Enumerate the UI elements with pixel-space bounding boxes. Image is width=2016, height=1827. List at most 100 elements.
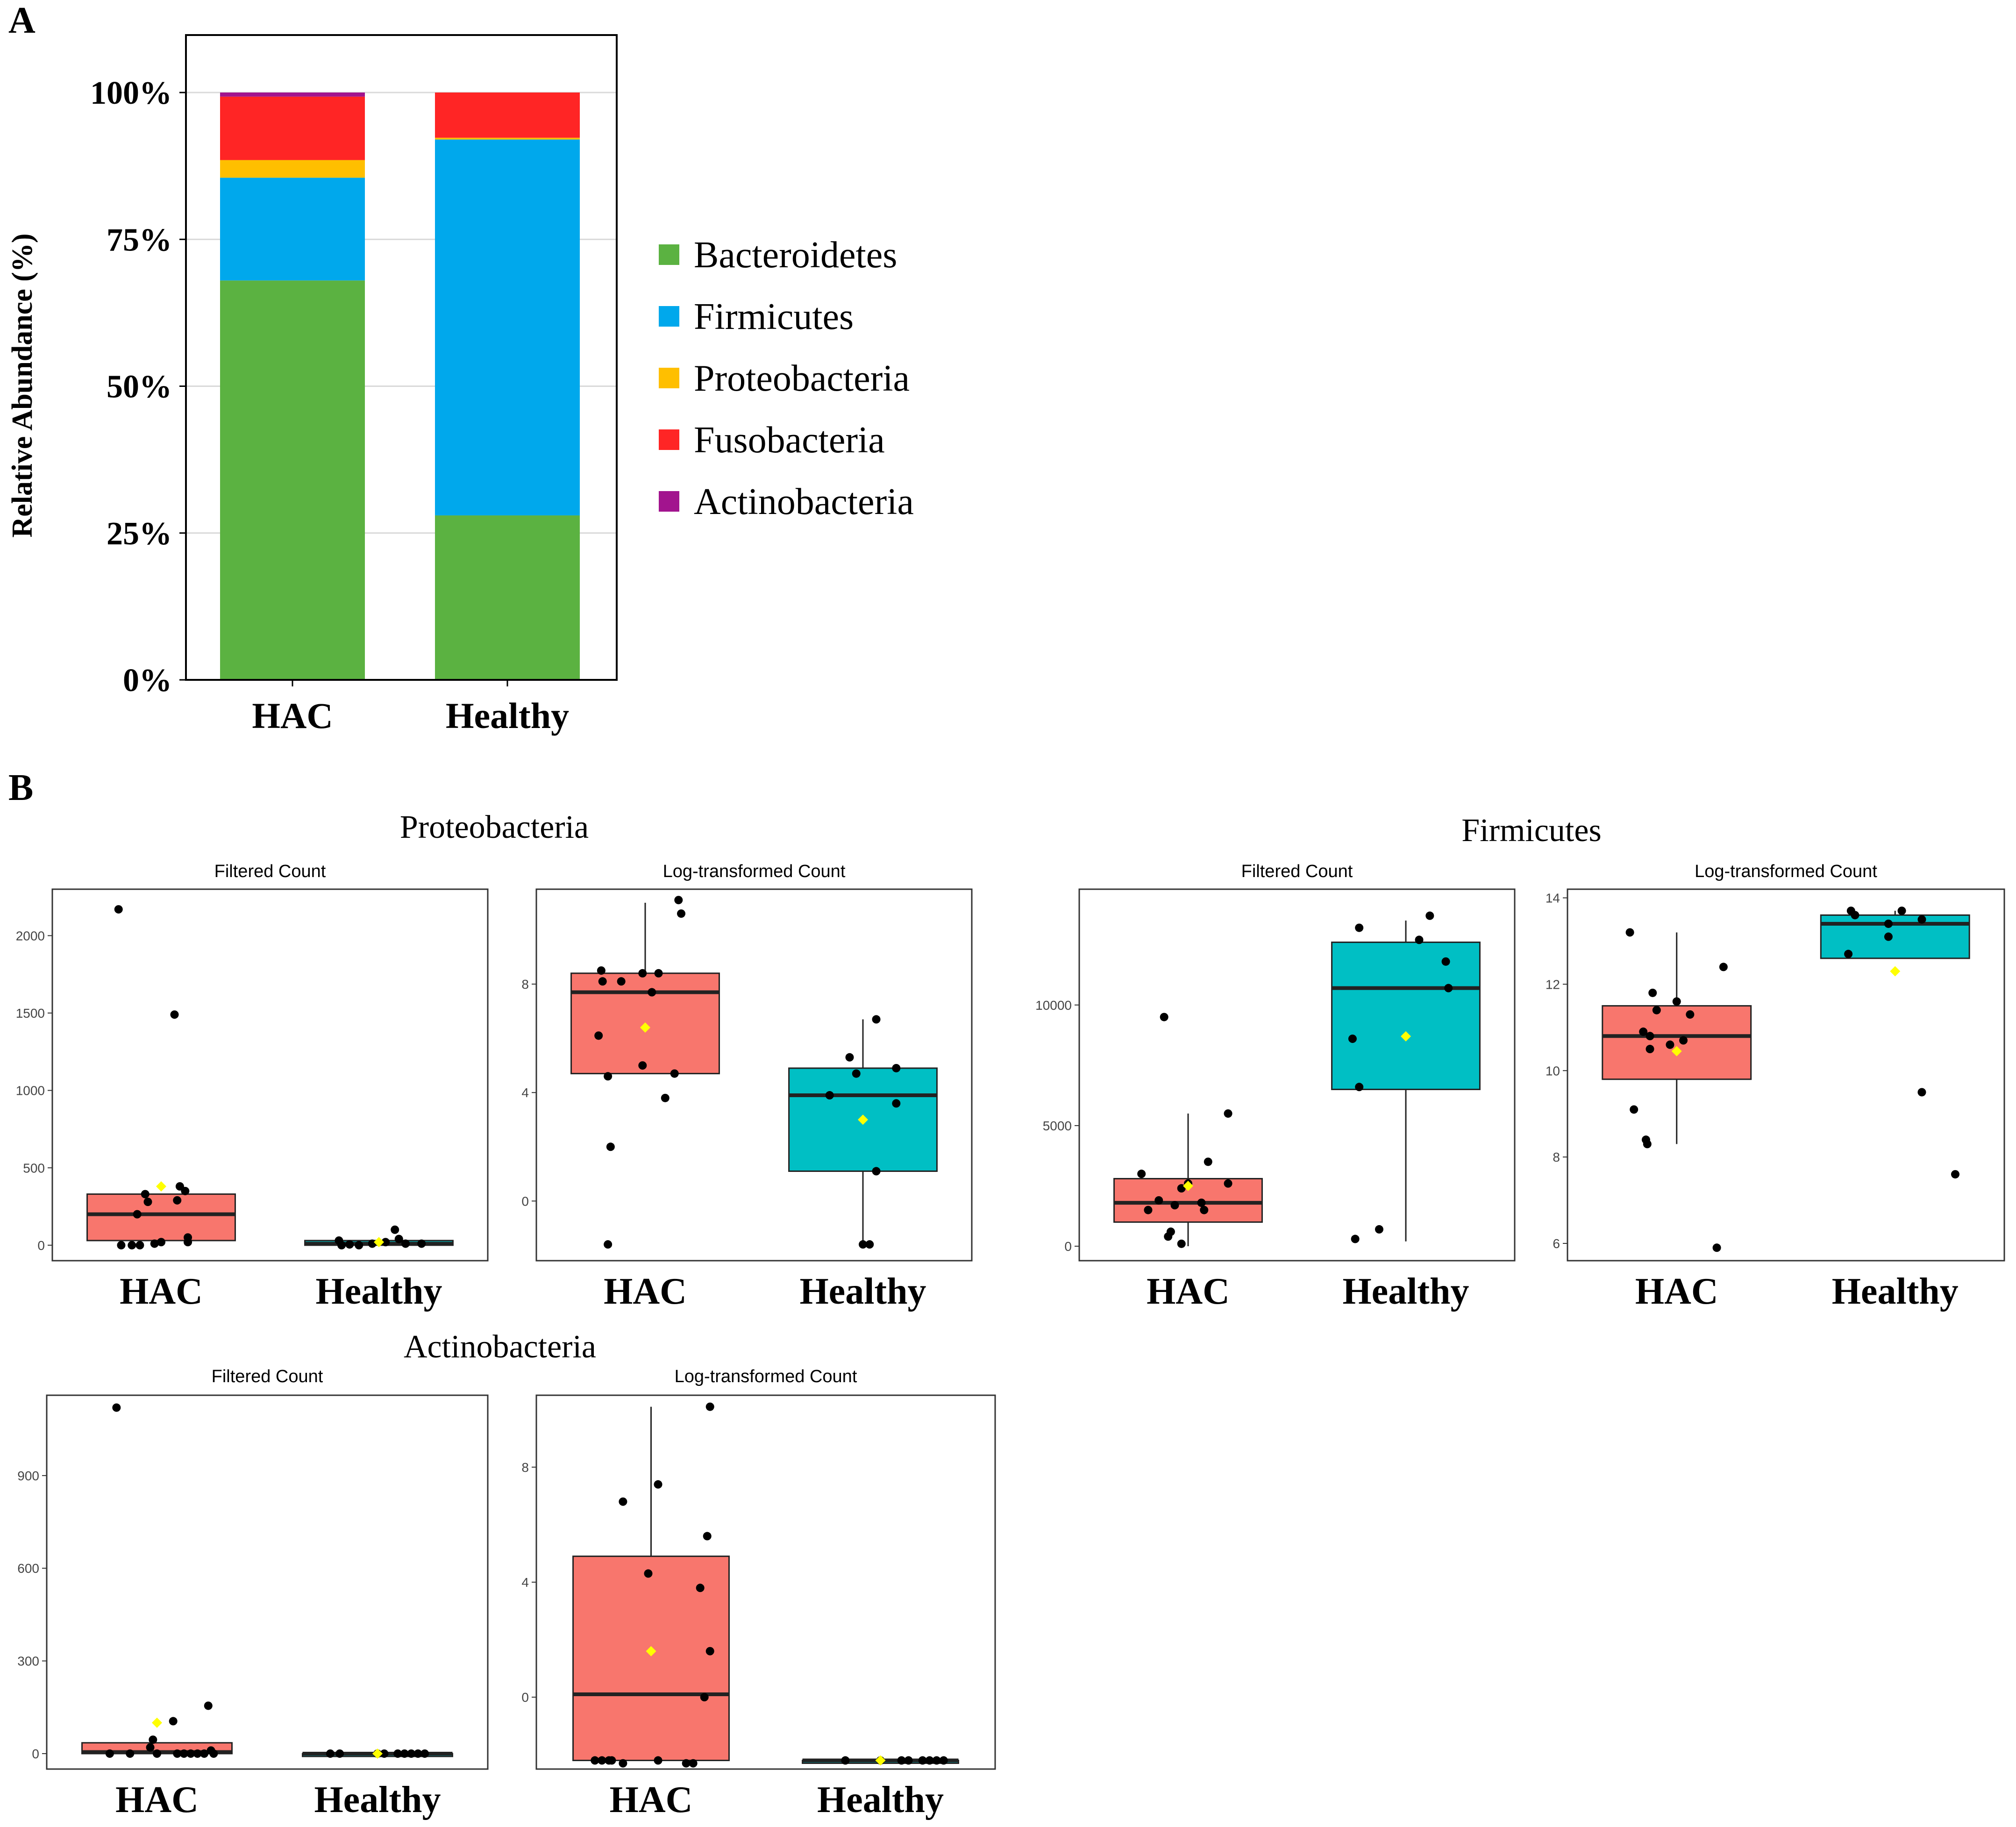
data-point bbox=[1917, 915, 1926, 924]
x-tick-label: HAC bbox=[120, 1271, 203, 1312]
mean-marker bbox=[1671, 1046, 1682, 1056]
data-point bbox=[179, 1749, 188, 1758]
data-point bbox=[1719, 963, 1728, 971]
x-tick-label: Healthy bbox=[315, 1271, 442, 1312]
x-tick-label: Healthy bbox=[1342, 1271, 1469, 1312]
data-point bbox=[1897, 906, 1906, 915]
data-point bbox=[1224, 1109, 1232, 1118]
data-point bbox=[153, 1749, 161, 1758]
data-point bbox=[597, 966, 606, 975]
data-point bbox=[326, 1749, 335, 1758]
data-point bbox=[1666, 1040, 1674, 1049]
data-point bbox=[135, 1241, 144, 1249]
group-title-firmicutes: Firmicutes bbox=[1461, 813, 1601, 849]
legend-label-firmicutes: Firmicutes bbox=[694, 296, 854, 337]
mean-marker bbox=[640, 1022, 650, 1033]
x-tick-label: HAC bbox=[1147, 1271, 1230, 1312]
data-point bbox=[381, 1238, 390, 1247]
data-point bbox=[644, 1569, 653, 1578]
data-point bbox=[420, 1749, 429, 1758]
y-tick-label: 1500 bbox=[16, 1006, 45, 1021]
data-point bbox=[606, 1142, 615, 1151]
x-tick-label: HAC bbox=[604, 1271, 687, 1312]
data-point bbox=[1441, 957, 1450, 966]
x-tick-label: HAC bbox=[1635, 1271, 1718, 1312]
data-point bbox=[654, 1756, 663, 1765]
data-point bbox=[892, 1099, 901, 1108]
data-point bbox=[1851, 911, 1859, 920]
data-point bbox=[872, 1167, 881, 1176]
data-point bbox=[173, 1749, 182, 1758]
panel-label-b: B bbox=[8, 767, 33, 808]
data-point bbox=[607, 1756, 616, 1765]
panel-frame bbox=[46, 1394, 489, 1770]
x-tick-label: HAC bbox=[252, 695, 333, 736]
data-point bbox=[1630, 1105, 1638, 1114]
data-point bbox=[918, 1756, 927, 1765]
legend-label-bacteroidetes: Bacteroidetes bbox=[694, 235, 897, 276]
data-point bbox=[149, 1735, 157, 1744]
data-point bbox=[173, 1196, 182, 1205]
data-point bbox=[1160, 1013, 1168, 1021]
box-panel-actinobacteria-filtered: Filtered Count HAC Healthy 0 300 600 900 bbox=[17, 1367, 489, 1820]
x-tick-label: Healthy bbox=[817, 1779, 944, 1820]
y-axis-label: Relative Abundance (%) bbox=[7, 234, 38, 538]
y-tick-label: 300 bbox=[17, 1654, 39, 1669]
data-point bbox=[604, 1072, 613, 1081]
data-point bbox=[619, 1497, 627, 1506]
bar-segment-proteobacteria-hac bbox=[220, 160, 365, 178]
panel-frame bbox=[535, 888, 973, 1262]
data-point bbox=[204, 1701, 213, 1710]
data-point bbox=[1625, 928, 1634, 937]
data-point bbox=[654, 969, 663, 978]
data-point bbox=[1951, 1170, 1959, 1179]
data-point bbox=[393, 1749, 402, 1758]
data-point bbox=[865, 1240, 874, 1249]
data-point bbox=[897, 1756, 906, 1765]
data-point bbox=[1444, 984, 1453, 992]
data-point bbox=[1200, 1206, 1209, 1214]
data-point bbox=[128, 1241, 136, 1249]
box-panel-firmicutes-log: Log-transformed Count HAC Healthy 6 8 10 12 14 bbox=[1546, 862, 2005, 1312]
data-point bbox=[1177, 1239, 1186, 1248]
legend-swatch-firmicutes bbox=[659, 306, 679, 327]
mean-marker bbox=[372, 1748, 383, 1759]
y-tick-label: 8 bbox=[1553, 1150, 1560, 1164]
data-point bbox=[105, 1749, 114, 1758]
y-tick-label: 900 bbox=[17, 1469, 39, 1483]
data-point bbox=[696, 1584, 705, 1592]
data-point bbox=[133, 1210, 142, 1219]
data-point bbox=[1197, 1199, 1206, 1207]
data-point bbox=[1844, 949, 1853, 958]
panel-title: Filtered Count bbox=[1241, 862, 1353, 881]
x-tick-label: Healthy bbox=[1832, 1271, 1959, 1312]
data-point bbox=[117, 1241, 126, 1249]
x-tick-label: HAC bbox=[115, 1779, 199, 1820]
data-point bbox=[682, 1759, 691, 1768]
data-point bbox=[1144, 1206, 1153, 1214]
data-point bbox=[1204, 1157, 1212, 1166]
legend-swatch-fusobacteria bbox=[659, 429, 679, 450]
box-panel-proteobacteria-filtered: Filtered Count HAC Healthy 0 500 1000 1500 2000 bbox=[16, 862, 489, 1312]
data-point bbox=[1425, 911, 1434, 920]
bar-segment-actinobacteria-hac bbox=[220, 93, 365, 97]
y-tick-label: 1000 bbox=[16, 1084, 45, 1098]
y-tick-label: 75% bbox=[107, 222, 172, 258]
data-point bbox=[892, 1063, 901, 1072]
y-tick-label: 4 bbox=[521, 1575, 529, 1590]
data-point bbox=[591, 1756, 599, 1765]
data-point bbox=[1415, 935, 1424, 944]
data-point bbox=[648, 988, 656, 997]
data-point bbox=[1648, 988, 1657, 997]
data-point bbox=[703, 1532, 712, 1541]
data-point bbox=[114, 905, 123, 914]
stacked-bar-chart: Relative Abundance (%) HAC Healthy 0% 25% 50… bbox=[7, 34, 914, 736]
data-point bbox=[1646, 1045, 1654, 1054]
x-tick-label: Healthy bbox=[314, 1779, 441, 1820]
data-point bbox=[391, 1225, 399, 1234]
box-panel-actinobacteria-log: Log-transformed Count HAC Healthy 0 4 8 bbox=[521, 1367, 996, 1820]
y-tick-label: 8 bbox=[521, 977, 529, 992]
data-point bbox=[1170, 1201, 1179, 1210]
y-tick-label: 0 bbox=[521, 1194, 529, 1208]
data-point bbox=[394, 1235, 403, 1243]
